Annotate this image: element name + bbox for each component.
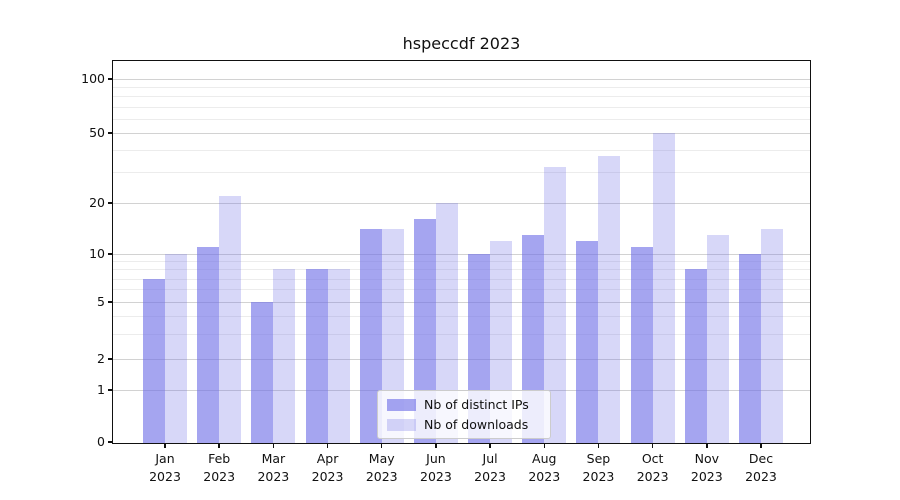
x-tick-mark: [597, 443, 600, 448]
y-tick-mark: [108, 253, 113, 255]
x-tick-mark: [489, 443, 491, 448]
bar-downloads: [219, 195, 242, 443]
grid-line-minor: [113, 87, 810, 89]
bar-downloads: [327, 269, 350, 443]
grid-line-minor: [113, 106, 810, 108]
bar-downloads: [435, 203, 458, 443]
bar-downloads: [273, 269, 296, 443]
grid-line-major: [113, 79, 810, 80]
x-tick-mark: [164, 443, 166, 448]
y-tick-mark: [108, 358, 113, 360]
x-tick-label: Aug 2023: [528, 451, 561, 484]
bar-distinct-ips: [197, 246, 220, 443]
y-tick-mark: [108, 78, 113, 80]
bar-distinct-ips: [359, 229, 382, 443]
y-tick-mark: [108, 301, 113, 303]
grid-line-minor: [113, 289, 810, 291]
y-tick-label: 10: [89, 246, 105, 261]
legend-swatch-downloads: [387, 418, 416, 431]
x-tick-label: Jan 2023: [149, 451, 181, 484]
bar-distinct-ips: [305, 269, 328, 443]
legend-item-distinct-ips: Nb of distinct IPs: [387, 397, 540, 412]
x-tick-mark: [706, 443, 708, 448]
bar-distinct-ips: [143, 278, 165, 443]
x-tick-label: Apr 2023: [311, 451, 344, 484]
y-tick-mark: [108, 441, 113, 443]
y-tick-label: 2: [97, 351, 105, 366]
bar-distinct-ips: [413, 219, 436, 443]
y-tick-mark: [108, 389, 113, 391]
x-tick-mark: [381, 443, 383, 448]
bar-distinct-ips: [684, 269, 707, 443]
y-tick-label: 100: [81, 71, 105, 86]
x-tick-label: Dec 2023: [745, 451, 777, 484]
legend-label-distinct-ips: Nb of distinct IPs: [424, 397, 529, 412]
x-tick-label: May 2023: [365, 451, 398, 484]
bar-downloads: [544, 167, 567, 443]
x-tick-label: Nov 2023: [690, 451, 723, 484]
bar-downloads: [706, 234, 729, 443]
x-tick-label: Sep 2023: [582, 451, 615, 484]
bar-downloads: [760, 229, 783, 443]
bar-distinct-ips: [630, 246, 653, 443]
grid-line-minor: [113, 269, 810, 271]
x-tick-label: Jun 2023: [420, 451, 452, 484]
bar-downloads: [381, 229, 404, 443]
legend-swatch-distinct-ips: [387, 398, 416, 411]
grid-line-major: [113, 254, 810, 255]
x-tick-mark: [218, 443, 220, 448]
bar-distinct-ips: [251, 302, 274, 443]
grid-line-minor: [113, 278, 810, 280]
x-tick-label: Oct 2023: [636, 451, 669, 484]
bar-distinct-ips: [738, 254, 761, 443]
grid-line-major: [113, 359, 810, 360]
grid-line-major: [113, 302, 810, 303]
bar-downloads: [165, 254, 187, 443]
y-tick-mark: [108, 132, 113, 134]
y-tick-mark: [108, 202, 113, 204]
grid-line-minor: [113, 118, 810, 120]
bar-distinct-ips: [576, 240, 599, 443]
bar-downloads: [598, 156, 621, 443]
grid-line-major: [113, 203, 810, 204]
x-tick-mark: [435, 443, 437, 448]
x-tick-mark: [272, 443, 275, 448]
chart-title: hspeccdf 2023: [402, 34, 521, 53]
legend-item-downloads: Nb of downloads: [387, 417, 540, 432]
y-tick-label: 20: [89, 195, 105, 210]
grid-line-minor: [113, 172, 810, 174]
y-tick-label: 1: [97, 382, 105, 397]
x-tick-mark: [543, 443, 545, 448]
grid-line-minor: [113, 333, 810, 335]
y-tick-label: 0: [97, 434, 105, 449]
grid-line-minor: [113, 150, 810, 152]
y-tick-label: 5: [97, 294, 105, 309]
x-tick-label: Mar 2023: [257, 451, 290, 484]
y-tick-label: 50: [89, 125, 105, 140]
x-tick-mark: [760, 443, 762, 448]
x-tick-mark: [326, 443, 329, 448]
bar-downloads: [652, 133, 675, 443]
grid-line-major: [113, 133, 810, 134]
legend: Nb of distinct IPs Nb of downloads: [377, 390, 551, 439]
x-tick-label: Feb 2023: [203, 451, 236, 484]
x-tick-mark: [651, 443, 654, 448]
grid-line-minor: [113, 96, 810, 98]
legend-label-downloads: Nb of downloads: [424, 417, 529, 432]
x-tick-label: Jul 2023: [474, 451, 506, 484]
grid-line-minor: [113, 261, 810, 263]
grid-line-minor: [113, 315, 810, 317]
